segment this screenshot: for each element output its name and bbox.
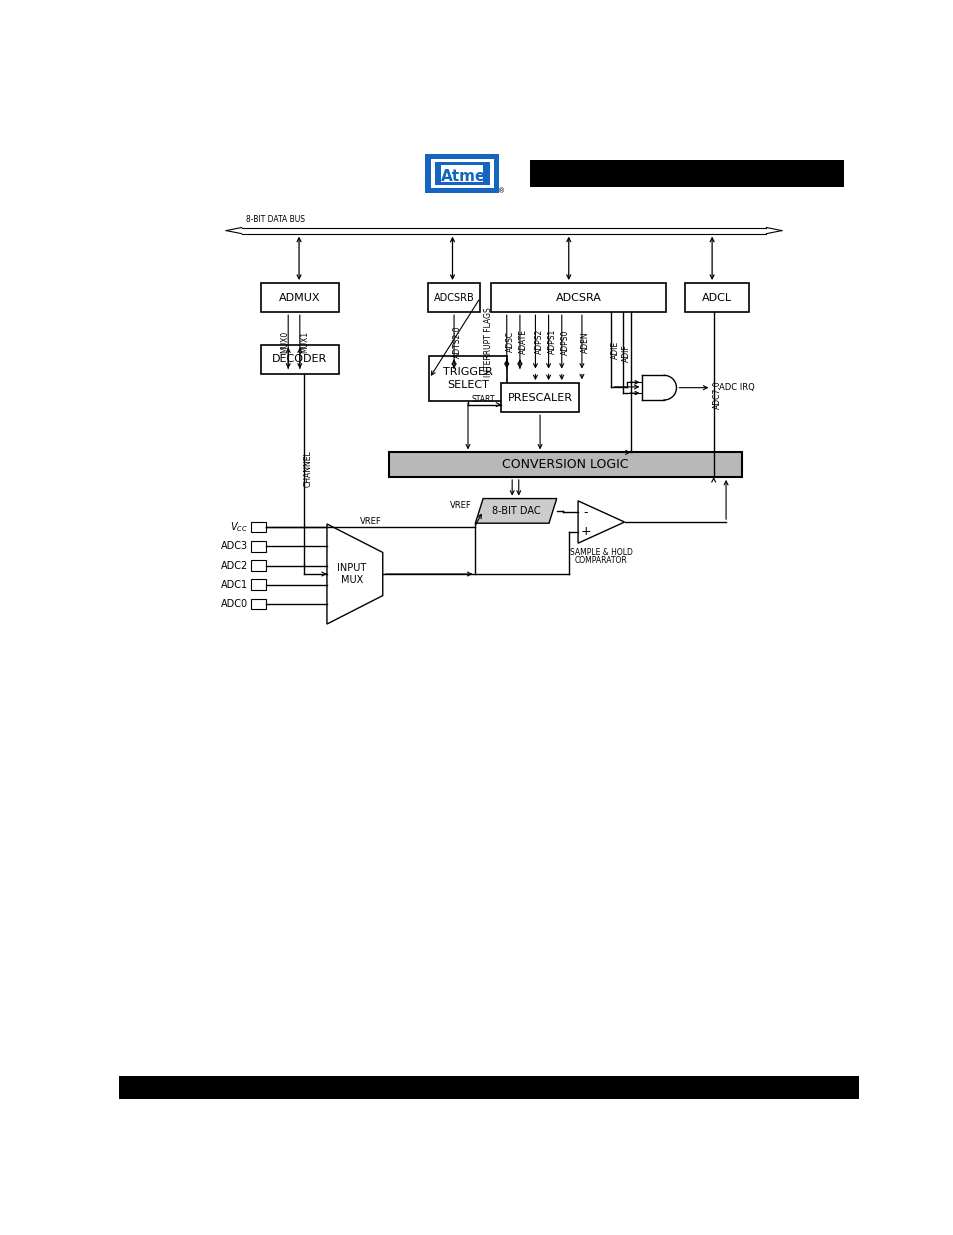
Text: ADC7:0: ADC7:0 — [712, 380, 721, 409]
Text: ADC1: ADC1 — [220, 579, 248, 590]
Bar — [429, 356, 506, 401]
Text: 8-BIT DATA BUS: 8-BIT DATA BUS — [245, 215, 304, 225]
Text: ®: ® — [497, 188, 504, 194]
Bar — [261, 283, 338, 312]
Bar — [251, 561, 266, 571]
Text: SAMPLE & HOLD: SAMPLE & HOLD — [569, 548, 632, 557]
Text: INPUT: INPUT — [337, 563, 366, 573]
Text: ADC IRQ: ADC IRQ — [719, 383, 754, 393]
Text: SELECT: SELECT — [447, 379, 489, 389]
Text: ADC3: ADC3 — [220, 541, 248, 551]
Bar — [251, 599, 266, 609]
Text: MUX0: MUX0 — [279, 331, 289, 353]
Text: ADATE: ADATE — [518, 330, 528, 354]
Text: INTERRUPT FLAGS: INTERRUPT FLAGS — [484, 308, 493, 377]
Text: VREF: VREF — [359, 517, 381, 526]
Text: $V_{CC}$: $V_{CC}$ — [230, 520, 248, 534]
Text: ADMUX: ADMUX — [279, 293, 320, 303]
Text: ADIF: ADIF — [621, 343, 631, 362]
Text: ADCL: ADCL — [701, 293, 731, 303]
Text: ADC2: ADC2 — [220, 561, 248, 571]
Bar — [119, 1076, 858, 1099]
Polygon shape — [641, 375, 676, 400]
Bar — [440, 165, 483, 182]
Text: MUX1: MUX1 — [299, 331, 309, 353]
Text: START: START — [472, 395, 495, 405]
Text: DECODER: DECODER — [272, 354, 327, 364]
Text: -: - — [583, 506, 587, 519]
Text: 8-BIT DAC: 8-BIT DAC — [491, 506, 539, 516]
Text: COMPARATOR: COMPARATOR — [575, 556, 627, 564]
Bar — [251, 521, 266, 532]
Bar — [261, 345, 338, 374]
Bar — [251, 541, 266, 552]
Text: ADPS2: ADPS2 — [535, 330, 543, 354]
Text: ADPS1: ADPS1 — [547, 330, 557, 354]
Text: ADC0: ADC0 — [220, 599, 248, 609]
Text: +: + — [579, 525, 591, 538]
Text: ADEN: ADEN — [580, 331, 590, 353]
Text: MUX: MUX — [340, 576, 363, 585]
Text: ADTS2:0: ADTS2:0 — [453, 326, 462, 358]
Text: CHANNEL: CHANNEL — [304, 451, 313, 488]
Polygon shape — [327, 524, 382, 624]
Polygon shape — [475, 499, 557, 524]
Text: CONVERSION LOGIC: CONVERSION LOGIC — [501, 458, 628, 472]
Text: ADIE: ADIE — [610, 341, 619, 358]
Text: ADSC: ADSC — [506, 331, 515, 352]
Text: ADPS0: ADPS0 — [560, 330, 570, 354]
Bar — [530, 159, 843, 186]
Text: VREF: VREF — [449, 501, 471, 510]
Bar — [431, 159, 493, 188]
Text: PRESCALER: PRESCALER — [507, 393, 572, 403]
Bar — [491, 283, 665, 312]
Bar — [684, 283, 748, 312]
Text: ADCSRB: ADCSRB — [434, 293, 474, 303]
Bar — [427, 283, 480, 312]
Text: ADCSRA: ADCSRA — [555, 293, 600, 303]
Text: TRIGGER: TRIGGER — [442, 367, 493, 377]
Text: Atmel: Atmel — [440, 169, 491, 184]
Bar — [435, 162, 489, 185]
Polygon shape — [578, 501, 624, 543]
Bar — [389, 452, 740, 477]
Bar — [251, 579, 266, 590]
Bar — [500, 383, 578, 412]
Bar — [425, 154, 498, 193]
